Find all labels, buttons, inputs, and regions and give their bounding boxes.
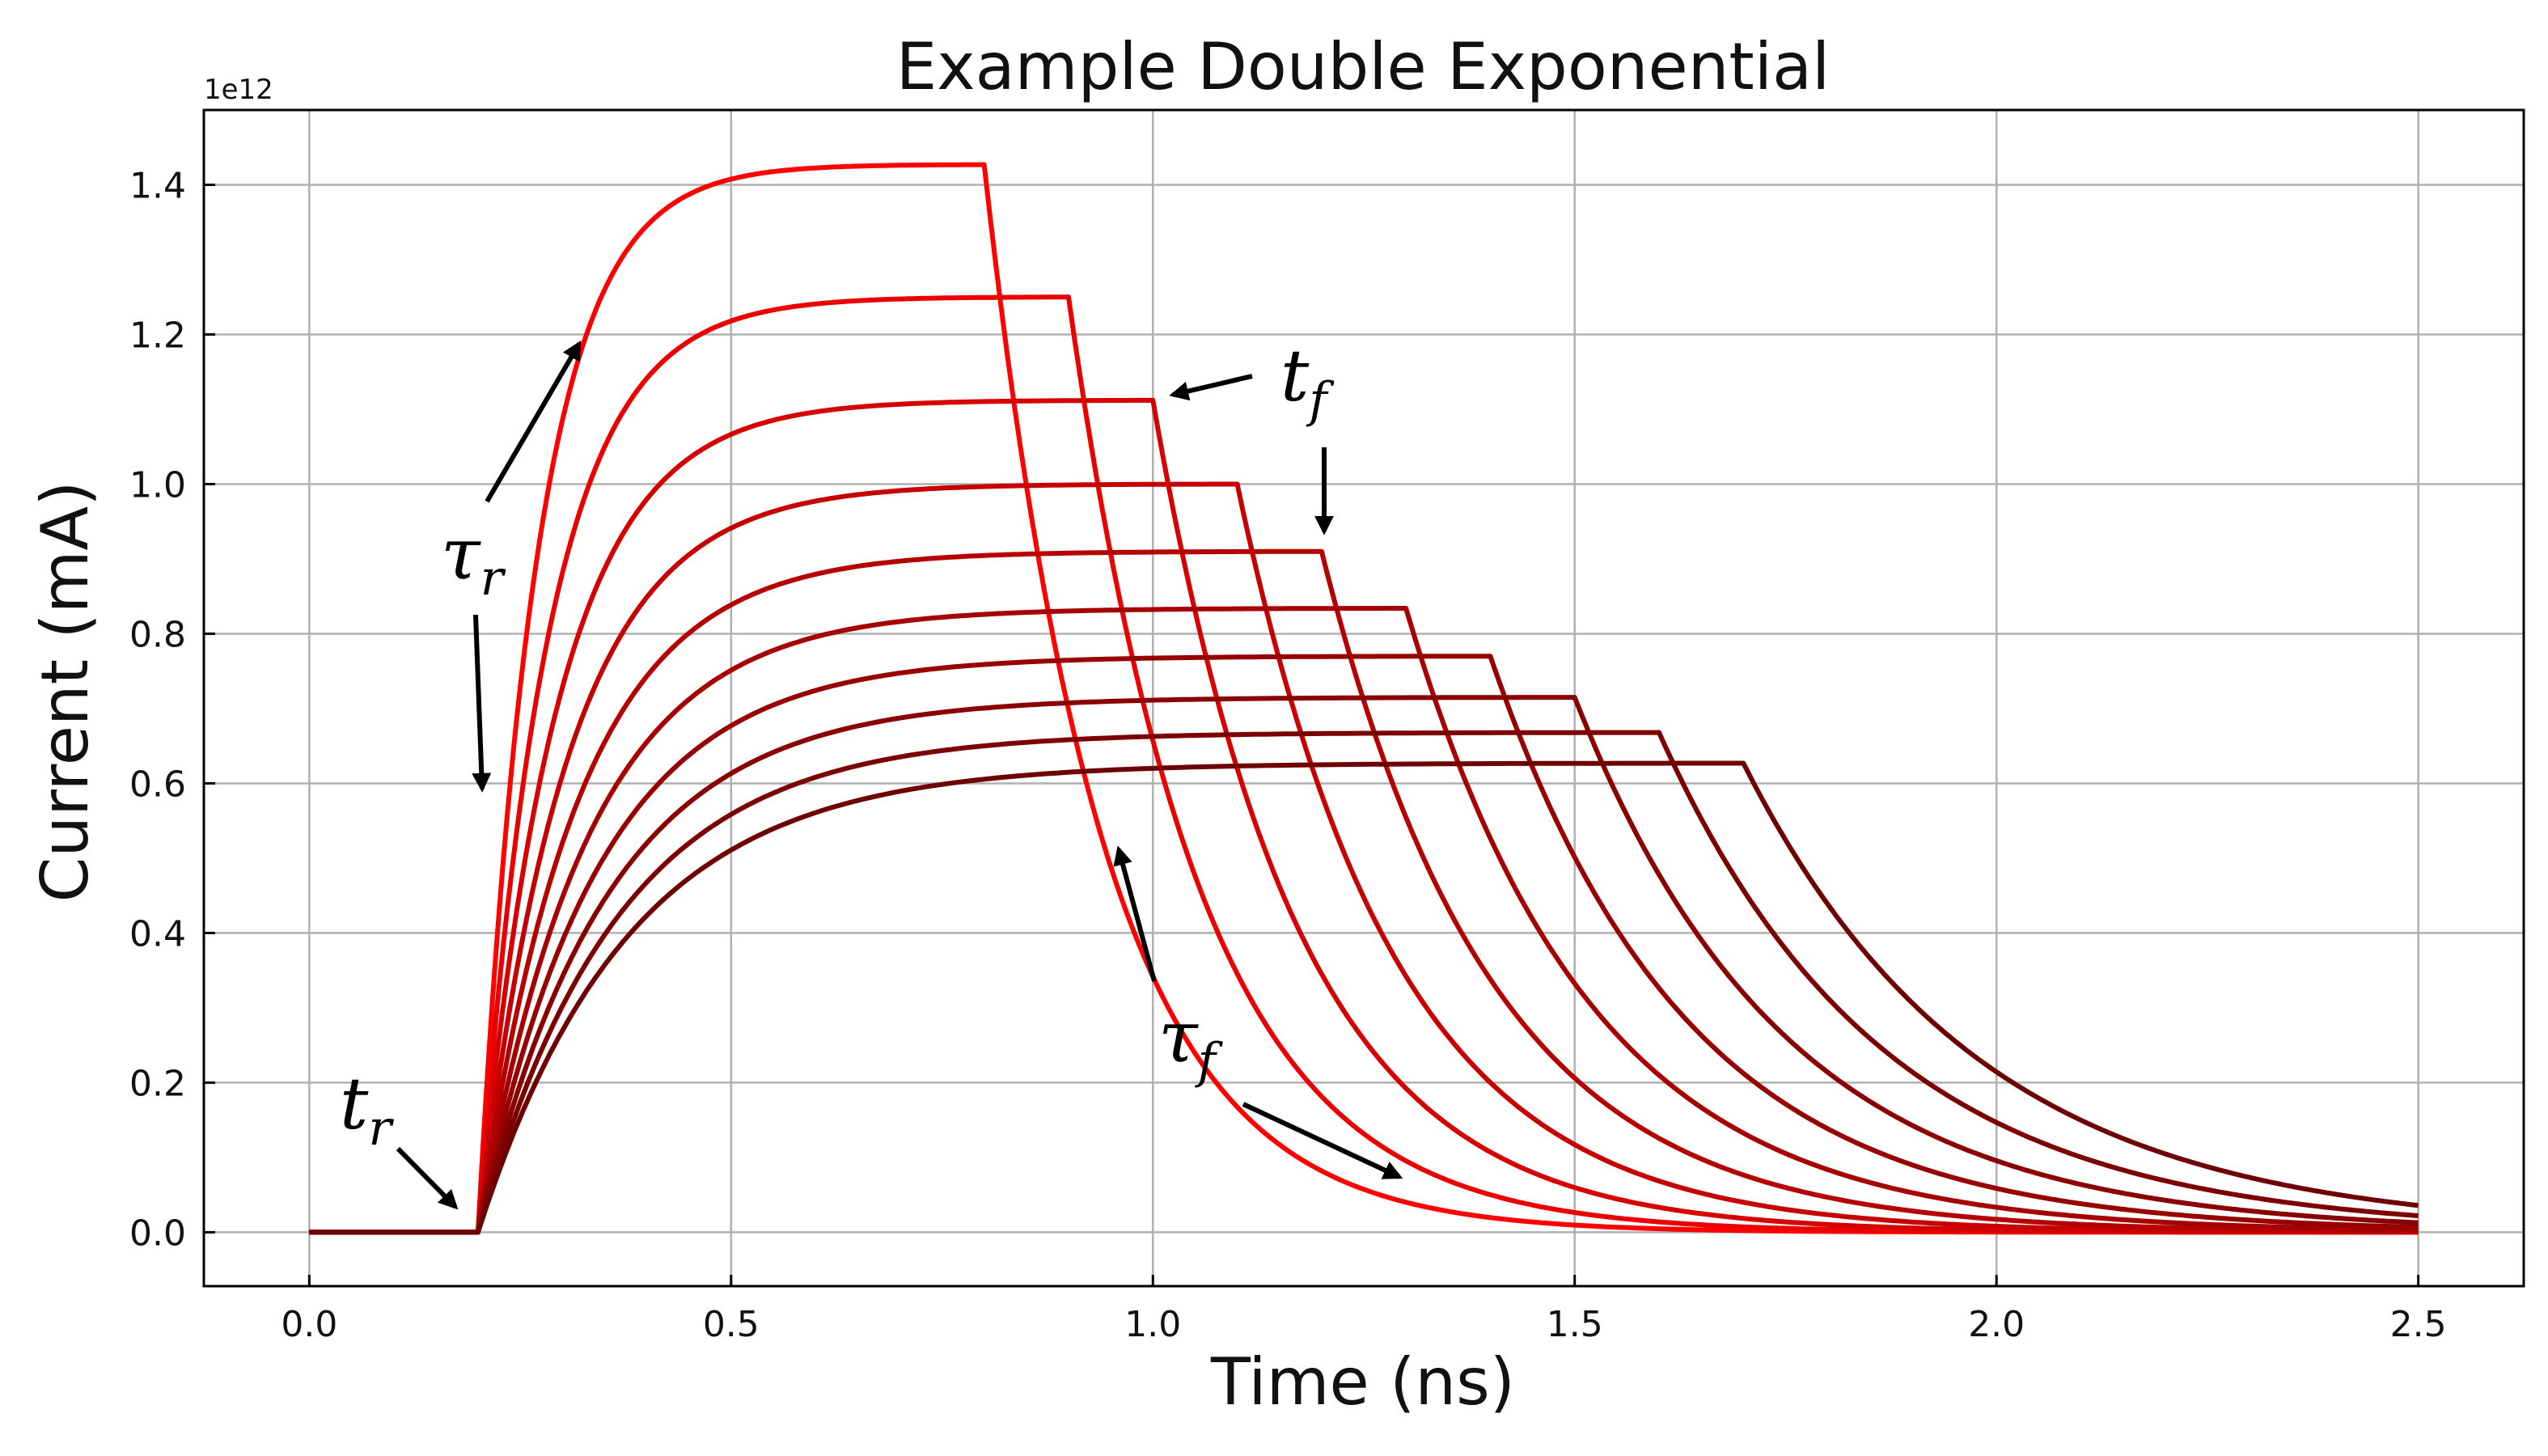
x-tick-label: 1.0 — [1124, 1304, 1181, 1345]
series-line — [309, 730, 2419, 1235]
y-tick-label: 0.6 — [129, 764, 186, 805]
series-line — [309, 654, 2419, 1235]
y-tick-label: 0.8 — [129, 614, 186, 655]
series-group — [309, 162, 2419, 1235]
x-tick-label: 1.5 — [1547, 1304, 1603, 1345]
y-tick-label: 0.4 — [129, 913, 186, 954]
x-tick-label: 0.5 — [703, 1304, 760, 1345]
annotation-tf-arrow-left — [1169, 374, 1253, 401]
annotation-tau-r: τr — [441, 340, 582, 793]
x-tick-label: 2.5 — [2390, 1304, 2447, 1345]
series-line — [309, 695, 2419, 1235]
annotation-tau-r-arrow-down — [472, 614, 492, 793]
ticks: 0.0 0.5 1.0 1.5 2.0 2.5 0.0 0.2 0.4 0.6 0.8 1.0 1.2 1… — [129, 165, 2447, 1345]
annotation-tr-label: tr — [340, 1062, 394, 1157]
annotation-tau-f-arrow-up — [1113, 845, 1157, 982]
plot-frame — [202, 108, 2525, 1288]
series-line — [309, 548, 2419, 1235]
x-tick-label: 0.0 — [281, 1304, 337, 1345]
annotation-tau-f-label: τf — [1158, 995, 1224, 1090]
series-line — [309, 606, 2419, 1235]
x-tick-label: 2.0 — [1968, 1304, 2025, 1345]
y-tick-label: 0.2 — [129, 1063, 186, 1104]
annotation-tau-r-label: τr — [441, 512, 506, 607]
series-line — [309, 760, 2419, 1235]
y-offset-label: 1e12 — [204, 74, 273, 106]
y-tick-label: 0.0 — [129, 1213, 186, 1254]
annotation-tf-label: tf — [1280, 334, 1335, 429]
series-line — [309, 397, 2419, 1235]
y-axis-label: Current (mA) — [28, 481, 103, 903]
y-tick-label: 1.4 — [129, 165, 186, 206]
annotation-tau-r-arrow-up — [485, 340, 582, 503]
annotation-tau-f-arrow-down — [1242, 1102, 1403, 1179]
annotation-tr-arrow — [396, 1146, 459, 1210]
series-line — [309, 481, 2419, 1235]
chart-title: Example Double Exponential — [896, 29, 1831, 104]
y-tick-label: 1.0 — [129, 464, 186, 506]
y-tick-label: 1.2 — [129, 315, 186, 356]
annotation-tr: tr — [340, 1062, 459, 1210]
x-axis-label: Time (ns) — [1210, 1344, 1515, 1420]
annotation-tf: tf — [1169, 334, 1335, 535]
